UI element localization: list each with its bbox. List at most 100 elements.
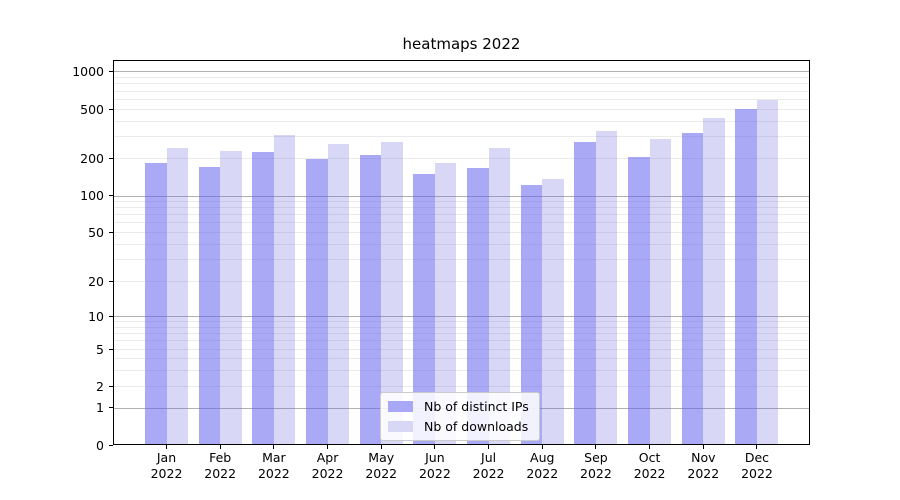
y-tick-mark-2	[109, 385, 113, 387]
x-tick-year: 2022	[204, 466, 237, 481]
x-tick-month: Nov	[691, 450, 716, 465]
y-tick-label-500: 500	[80, 101, 104, 117]
x-tick-label-oct: Oct 2022	[622, 450, 678, 482]
gridline-40	[114, 243, 809, 245]
x-tick-mark-nov	[702, 445, 704, 449]
gridline-30	[114, 259, 809, 261]
x-tick-label-feb: Feb 2022	[192, 450, 248, 482]
gridline-80	[114, 207, 809, 209]
gridline-300	[114, 136, 809, 138]
y-tick-label-1000: 1000	[72, 63, 104, 79]
x-tick-month: Oct	[638, 450, 661, 465]
gridline-500	[114, 109, 809, 110]
x-tick-year: 2022	[580, 466, 612, 481]
x-tick-label-sep: Sep 2022	[568, 450, 624, 482]
bar-ips-apr	[306, 158, 328, 444]
x-tick-year: 2022	[257, 466, 290, 481]
y-tick-mark-1	[109, 407, 113, 408]
y-tick-label-20: 20	[88, 273, 104, 289]
gridline-6	[114, 340, 809, 342]
bar-ips-nov	[681, 133, 704, 444]
bar-dl-jul	[488, 147, 511, 444]
bar-dl-mar	[273, 135, 296, 444]
x-tick-mark-aug	[541, 445, 543, 449]
gridline-900	[114, 76, 809, 78]
y-tick-mark-50	[109, 231, 113, 233]
gridline-4	[114, 358, 809, 359]
gridline-2	[114, 386, 809, 387]
y-tick-mark-10	[109, 315, 113, 317]
bar-ips-jan	[145, 162, 167, 444]
bar-dl-dec	[756, 99, 779, 444]
x-tick-year: 2022	[311, 466, 344, 481]
y-tick-label-10: 10	[88, 308, 104, 324]
x-tick-label-aug: Aug 2022	[514, 450, 570, 482]
x-tick-label-jul: Jul 2022	[461, 450, 517, 482]
gridline-10	[114, 316, 809, 317]
x-tick-mark-sep	[595, 445, 597, 449]
x-tick-year: 2022	[687, 466, 720, 481]
legend: Nb of distinct IPs Nb of downloads	[380, 392, 540, 441]
x-tick-mark-jun	[434, 445, 436, 449]
bar-dl-feb	[220, 150, 242, 444]
y-tick-mark-0	[109, 444, 113, 446]
x-tick-year: 2022	[150, 466, 183, 481]
legend-label-distinct-ips: Nb of distinct IPs	[424, 399, 529, 414]
x-tick-month: Jul	[481, 450, 497, 465]
x-tick-month: Jun	[425, 450, 445, 465]
gridline-100	[114, 195, 809, 197]
gridline-70	[114, 214, 809, 216]
x-tick-mark-feb	[219, 445, 221, 449]
legend-swatch-ips-icon	[388, 401, 413, 412]
x-tick-year: 2022	[418, 466, 451, 481]
y-tick-label-0: 0	[96, 437, 104, 453]
y-tick-label-100: 100	[80, 188, 104, 204]
gridline-800	[114, 83, 809, 85]
legend-swatch-downloads-icon	[388, 421, 413, 432]
x-tick-month: Aug	[530, 450, 555, 465]
y-tick-label-5: 5	[96, 341, 104, 357]
y-tick-label-2: 2	[96, 378, 104, 394]
bar-ips-jun	[413, 174, 435, 444]
gridline-1000	[114, 71, 809, 72]
x-tick-year: 2022	[633, 466, 666, 481]
x-tick-label-apr: Apr 2022	[300, 450, 356, 482]
gridline-700	[114, 90, 809, 92]
legend-label-downloads: Nb of downloads	[424, 419, 529, 434]
y-tick-mark-200	[109, 157, 113, 159]
x-tick-month: Jan	[156, 450, 177, 465]
x-tick-label-mar: Mar 2022	[246, 450, 302, 482]
x-tick-label-jun: Jun 2022	[407, 450, 463, 482]
bar-dl-jun	[434, 162, 457, 444]
gridline-600	[114, 99, 809, 100]
y-tick-mark-1000	[109, 70, 113, 72]
legend-item-distinct-ips: Nb of distinct IPs	[388, 399, 529, 414]
gridline-5	[114, 349, 809, 350]
gridline-400	[114, 120, 809, 122]
bar-dl-oct	[649, 139, 672, 444]
gridline-7	[114, 332, 809, 334]
x-tick-year: 2022	[526, 466, 559, 481]
bar-dl-nov	[703, 118, 725, 444]
bar-dl-may	[381, 141, 403, 444]
x-tick-mark-oct	[649, 445, 651, 449]
x-tick-mark-dec	[756, 445, 758, 449]
bar-dl-aug	[542, 179, 564, 444]
gridline-9	[114, 321, 809, 323]
bar-ips-feb	[198, 166, 221, 444]
bar-dl-sep	[595, 131, 618, 444]
plot-area: Nb of distinct IPs Nb of downloads	[113, 60, 810, 445]
x-tick-month: Mar	[262, 450, 286, 465]
bar-dl-apr	[327, 143, 350, 444]
bar-ips-mar	[252, 152, 274, 444]
x-tick-mark-mar	[273, 445, 275, 449]
y-tick-label-50: 50	[88, 224, 104, 240]
gridline-60	[114, 222, 809, 224]
gridline-90	[114, 201, 809, 203]
y-tick-mark-20	[109, 280, 113, 282]
gridline-50	[114, 232, 809, 233]
x-tick-mark-jan	[166, 445, 167, 449]
x-tick-mark-jul	[488, 445, 490, 449]
y-tick-mark-100	[109, 195, 113, 197]
